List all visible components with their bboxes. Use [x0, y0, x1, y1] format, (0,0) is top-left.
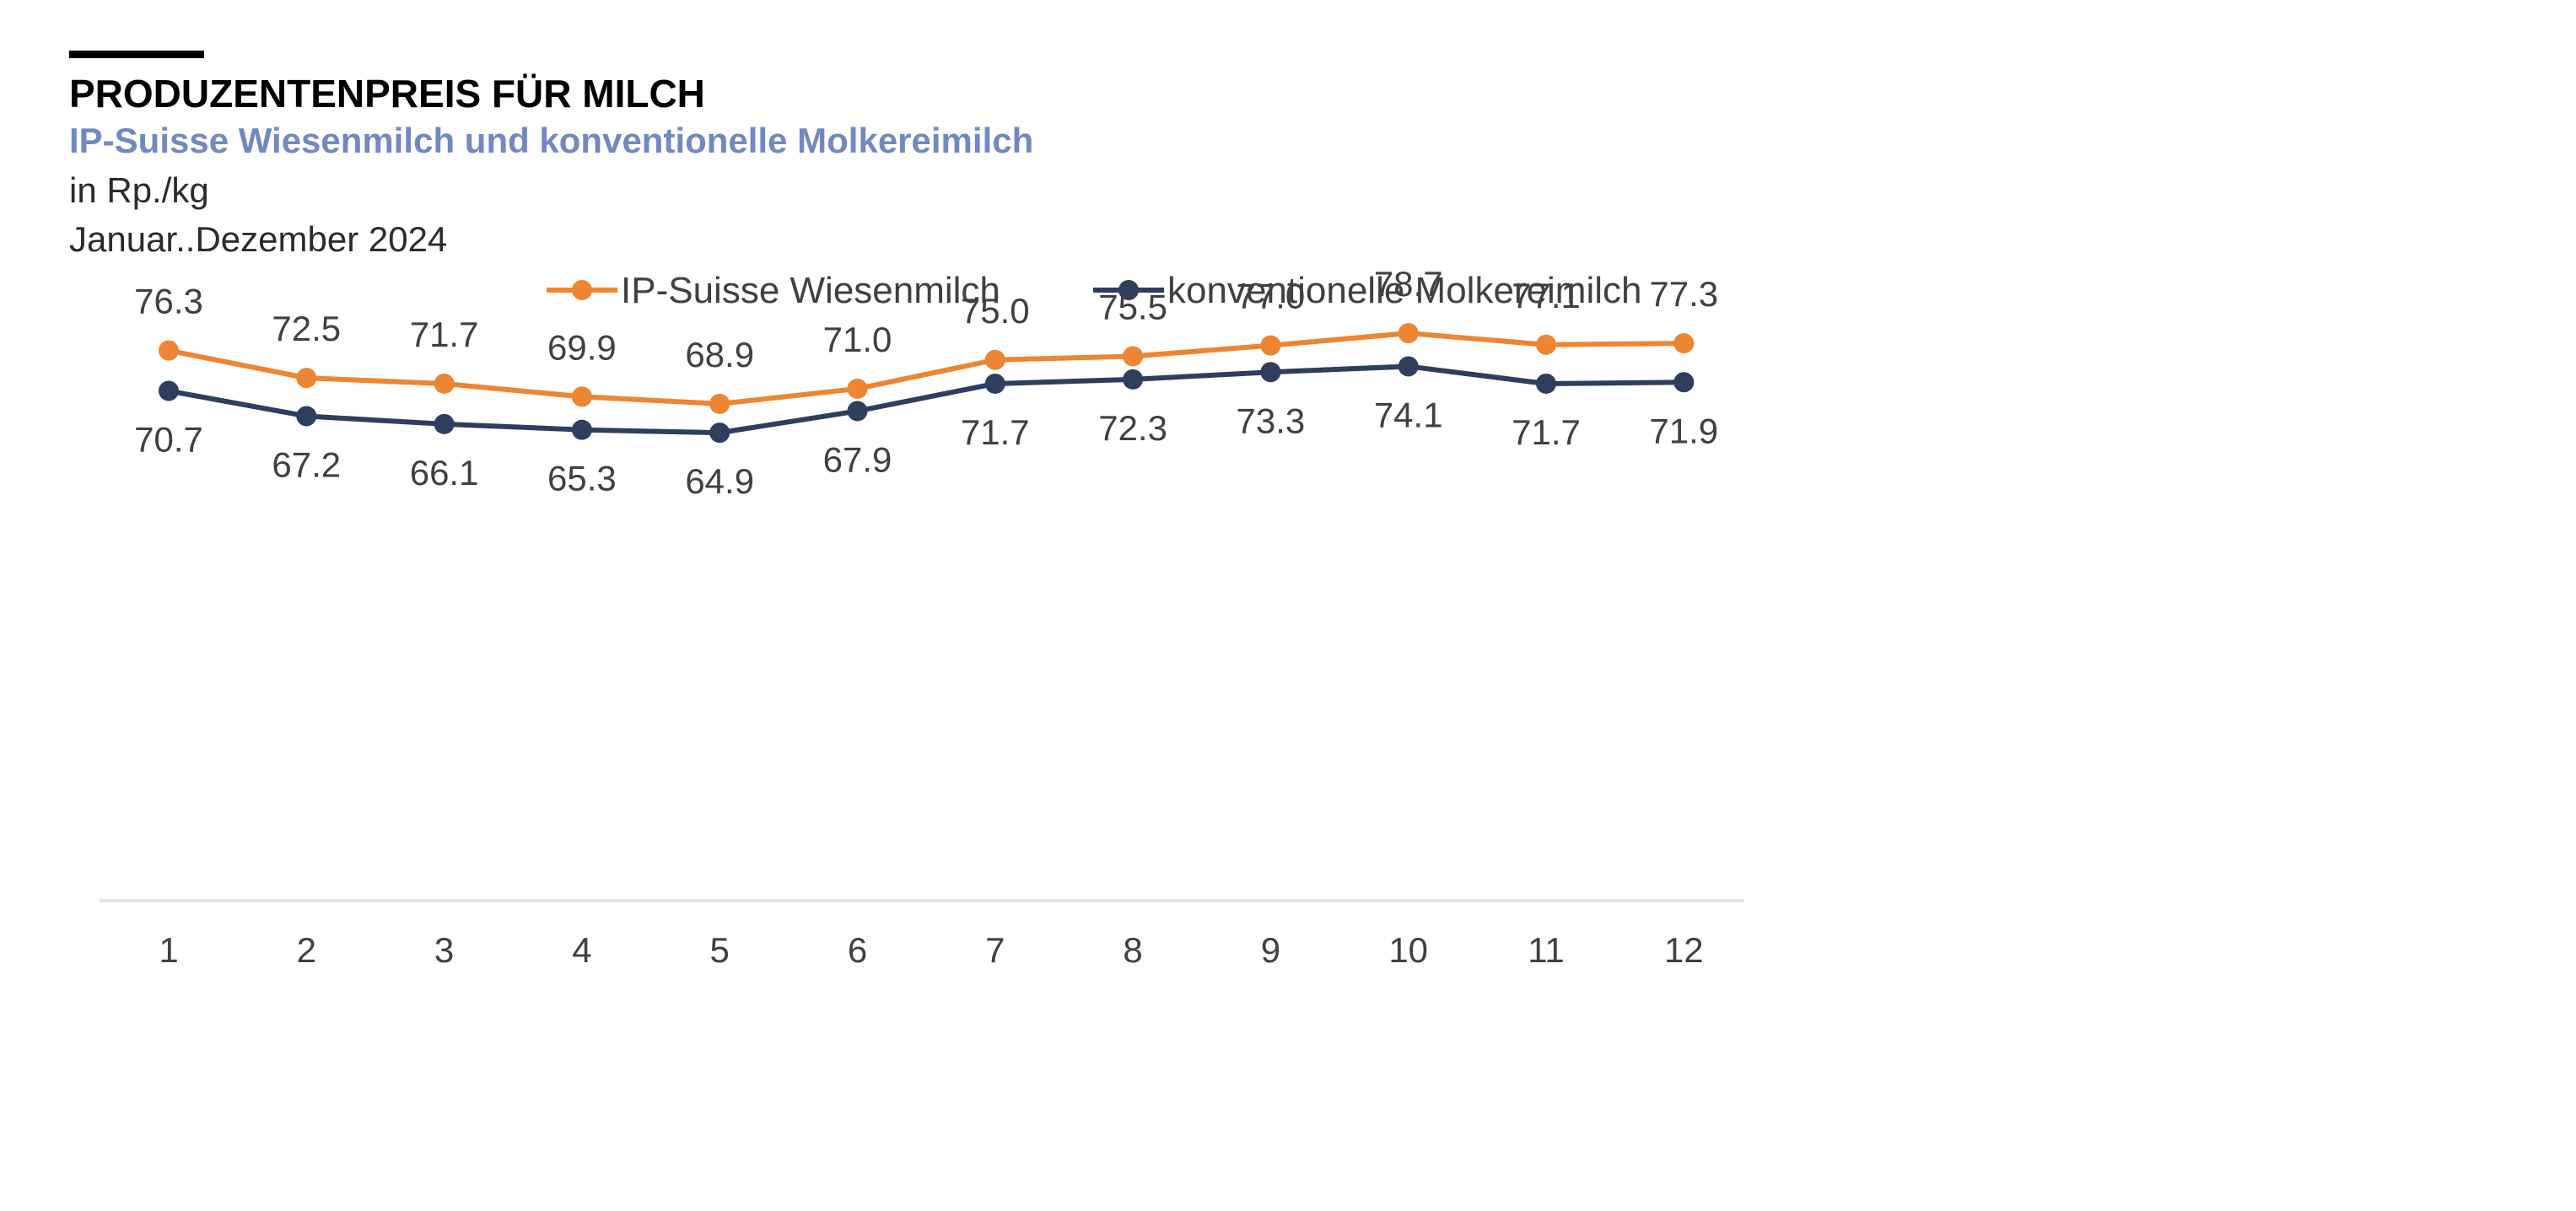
data-point — [159, 340, 179, 361]
chart-title: PRODUZENTENPREIS FÜR MILCH — [69, 72, 705, 116]
x-tick-label: 2 — [297, 930, 316, 970]
data-label: 69.9 — [547, 327, 617, 367]
series-line — [166, 363, 1687, 436]
data-point — [847, 378, 868, 399]
data-point — [1536, 373, 1556, 394]
data-label: 71.7 — [961, 412, 1030, 452]
data-point — [984, 349, 1005, 370]
data-point — [434, 413, 455, 434]
data-point — [1123, 369, 1144, 390]
data-label: 71.7 — [1512, 412, 1581, 452]
data-label: 73.3 — [1237, 401, 1306, 440]
legend-marker — [1118, 280, 1139, 300]
data-label: 77.1 — [1512, 276, 1581, 315]
data-label: 77.0 — [1237, 277, 1306, 316]
data-point — [296, 368, 317, 389]
data-point — [1260, 335, 1281, 356]
data-label: 72.5 — [272, 309, 341, 348]
legend-label: IP-Suisse Wiesenmilch — [621, 270, 1000, 311]
data-point — [1536, 334, 1556, 355]
data-point — [1398, 323, 1419, 344]
title-accent-bar — [69, 51, 204, 58]
data-point — [571, 386, 592, 407]
x-tick-label: 8 — [1123, 930, 1142, 970]
data-label: 78.7 — [1374, 264, 1443, 304]
chart-legend: IP-Suisse Wiesenmilch konventionelle Molk… — [547, 270, 1641, 311]
data-point — [1673, 372, 1695, 393]
data-label: 70.7 — [134, 420, 203, 460]
series-1: 76.3 72.5 71.7 69.9 68.9 71.0 75.0 75.5 77.0 78.7… — [134, 264, 1718, 414]
data-point — [984, 373, 1005, 394]
data-point — [296, 406, 317, 427]
legend-entry: IP-Suisse Wiesenmilch — [547, 270, 1000, 311]
x-tick-label: 6 — [848, 930, 867, 970]
chart-period: Januar..Dezember 2024 — [69, 219, 448, 259]
data-label: 68.9 — [685, 335, 754, 374]
data-label: 75.5 — [1098, 287, 1167, 326]
data-label: 77.3 — [1649, 274, 1718, 314]
series-2: 70.7 67.2 66.1 65.3 64.9 67.9 71.7 72.3 73.3 74.1… — [134, 356, 1718, 501]
x-axis: 1 2 3 4 5 6 7 8 9 10 11 12 — [100, 899, 1744, 970]
data-point — [159, 380, 179, 401]
series-layer: 76.3 72.5 71.7 69.9 68.9 71.0 75.0 75.5 77.0 78.7… — [134, 264, 1718, 501]
data-point — [709, 423, 730, 444]
chart-unit: in Rp./kg — [69, 170, 209, 210]
data-point — [1673, 333, 1695, 354]
data-label: 75.0 — [961, 291, 1030, 331]
x-tick-label: 5 — [710, 930, 730, 970]
x-tick-label: 4 — [572, 930, 591, 970]
data-label: 71.9 — [1649, 411, 1718, 450]
data-label: 67.9 — [823, 439, 892, 479]
legend-entry: konventionelle Molkereimilch — [1093, 270, 1641, 311]
x-tick-label: 12 — [1664, 930, 1704, 970]
data-label: 66.1 — [410, 453, 479, 492]
data-point — [847, 401, 868, 422]
data-label: 64.9 — [685, 461, 754, 501]
data-label: 67.2 — [272, 444, 341, 484]
data-point — [434, 373, 455, 394]
data-point — [1398, 356, 1419, 377]
x-tick-label: 9 — [1261, 930, 1280, 970]
chart-header: PRODUZENTENPREIS FÜR MILCH IP-Suisse Wie… — [69, 51, 1672, 264]
series-line — [166, 331, 1687, 406]
data-point — [571, 419, 592, 440]
x-tick-label: 11 — [1528, 930, 1565, 970]
x-tick-label: 3 — [434, 930, 454, 970]
legend-label: konventionelle Molkereimilch — [1167, 270, 1641, 311]
data-label: 76.3 — [134, 282, 203, 321]
data-label: 72.3 — [1098, 408, 1167, 448]
data-point — [709, 393, 730, 414]
data-point — [1260, 362, 1281, 383]
data-label: 71.7 — [410, 315, 479, 354]
legend-marker — [572, 280, 592, 300]
chart-subtitle: IP-Suisse Wiesenmilch und konventionelle… — [69, 121, 1034, 160]
x-tick-label: 1 — [159, 930, 178, 970]
data-label: 74.1 — [1374, 395, 1443, 434]
data-point — [1123, 346, 1144, 367]
x-tick-label: 10 — [1388, 930, 1428, 970]
data-label: 71.0 — [823, 320, 892, 359]
data-label: 65.3 — [547, 459, 617, 498]
x-tick-label: 7 — [985, 930, 1005, 970]
